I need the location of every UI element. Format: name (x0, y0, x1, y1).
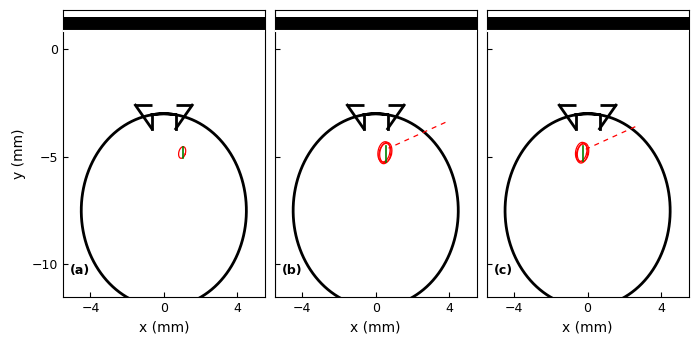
Text: (a): (a) (70, 264, 90, 277)
X-axis label: x (mm): x (mm) (350, 320, 401, 334)
Y-axis label: y (mm): y (mm) (12, 128, 26, 179)
X-axis label: x (mm): x (mm) (138, 320, 189, 334)
Text: (c): (c) (494, 264, 513, 277)
X-axis label: x (mm): x (mm) (563, 320, 613, 334)
Text: (b): (b) (282, 264, 303, 277)
